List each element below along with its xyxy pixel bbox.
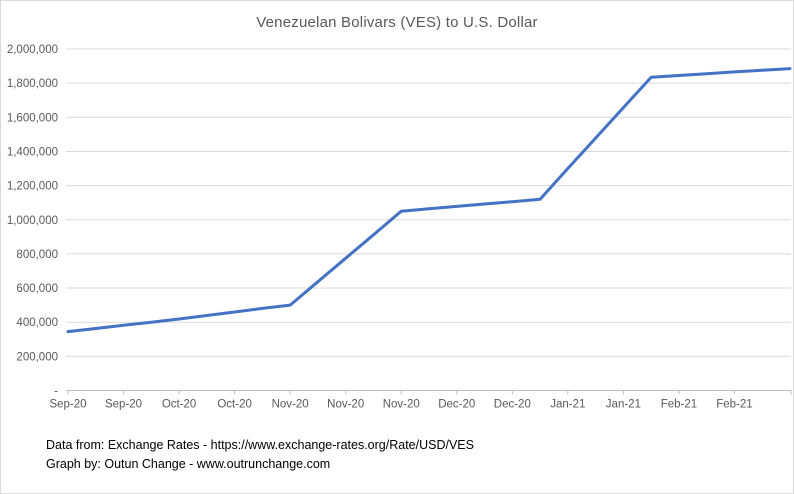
y-axis-label: 1,400,000 (7, 146, 58, 158)
x-axis-label: Oct-20 (162, 399, 197, 411)
x-axis-label: Feb-21 (716, 399, 752, 411)
y-axis-label: 1,200,000 (7, 181, 58, 193)
x-axis-label: Dec-20 (438, 399, 475, 411)
y-axis-label: 1,800,000 (7, 78, 58, 90)
x-axis-label: Sep-20 (105, 399, 142, 411)
y-axis-label: 200,000 (16, 351, 58, 363)
x-axis-label: Jan-21 (550, 399, 585, 411)
y-axis-label: 2,000,000 (7, 44, 58, 56)
x-axis-label: Jan-21 (606, 399, 641, 411)
y-axis-label: 1,600,000 (7, 112, 58, 124)
y-axis-label: - (54, 386, 58, 398)
y-axis-label: 600,000 (16, 283, 58, 295)
x-axis-label: Feb-21 (661, 399, 697, 411)
x-axis-label: Nov-20 (383, 399, 420, 411)
y-axis-label: 800,000 (16, 249, 58, 261)
y-axis-label: 1,000,000 (7, 215, 58, 227)
y-axis-label: 400,000 (16, 317, 58, 329)
footer-data-source-text: Data from: Exchange Rates - https://www.… (46, 438, 474, 452)
x-axis-label: Nov-20 (272, 399, 309, 411)
x-axis-label: Sep-20 (49, 399, 86, 411)
x-axis-label: Nov-20 (327, 399, 364, 411)
chart-title: Venezuelan Bolivars (VES) to U.S. Dollar (256, 14, 538, 31)
x-axis-label: Dec-20 (494, 399, 531, 411)
x-axis-label: Oct-20 (217, 399, 252, 411)
footer-graph-credit-text: Graph by: Outun Change - www.outrunchang… (46, 457, 331, 471)
ves-usd-rate-line (66, 67, 792, 334)
